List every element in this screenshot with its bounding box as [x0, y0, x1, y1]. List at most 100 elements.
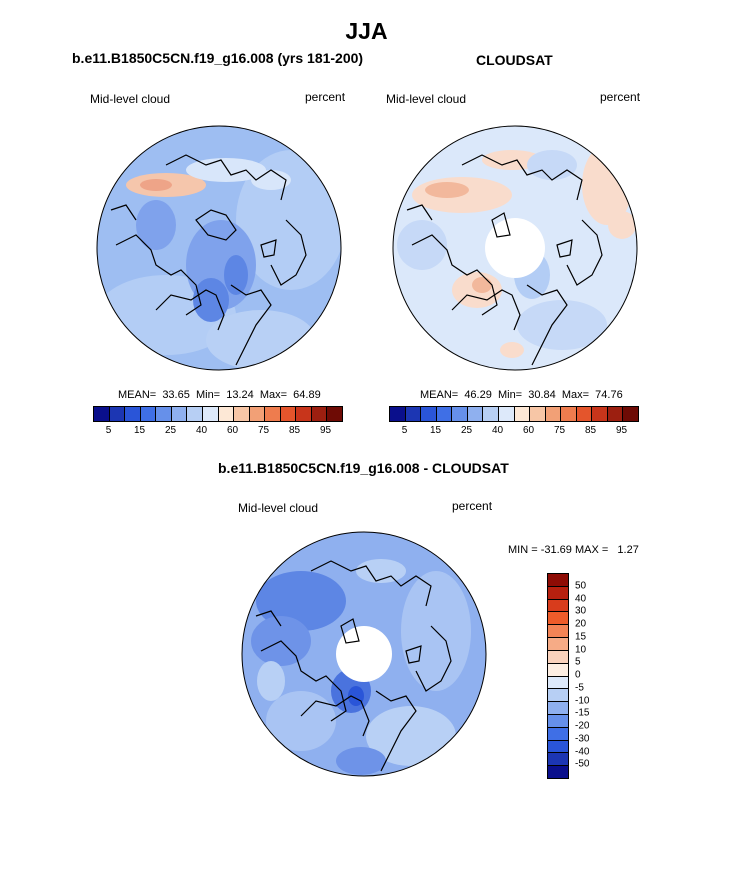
- colorbar-swatch: [498, 407, 515, 421]
- colorbar-tick-label: 5: [105, 425, 112, 436]
- colorbar-tick-label: 75: [553, 425, 566, 436]
- colorbar-tick-label: -40: [575, 746, 590, 757]
- colorbar-swatch: [530, 407, 546, 421]
- panel-2-stats: MEAN= 46.29 Min= 30.84 Max= 74.76: [420, 389, 623, 401]
- colorbar-swatch: [421, 407, 437, 421]
- colorbar-swatch: [171, 407, 188, 421]
- colorbar-swatch: [548, 702, 568, 715]
- panel-2-variable-label: Mid-level cloud: [386, 92, 467, 106]
- colorbar-tick-label: 25: [460, 425, 473, 436]
- colorbar-swatch: [94, 407, 110, 421]
- panel-3-title: b.e11.B1850C5CN.f19_g16.008 - CLOUDSAT: [218, 460, 509, 476]
- colorbar-swatch: [548, 689, 568, 703]
- colorbar-tick-label: 85: [288, 425, 301, 436]
- colorbar-swatch: [514, 407, 531, 421]
- colorbar-swatch: [548, 740, 568, 754]
- colorbar-swatch: [280, 407, 297, 421]
- figure-title: JJA: [345, 18, 388, 44]
- colorbar-swatch: [125, 407, 141, 421]
- colorbar-tick-label: -15: [575, 707, 590, 719]
- panel-2-title: CLOUDSAT: [476, 52, 553, 68]
- panel-3-colorbar-ticks: 50 40 30 20 15 10 5 0 -5 -10 -15 -20 -30 -40 -50: [575, 573, 605, 777]
- panel-1-title: b.e11.B1850C5CN.f19_g16.008 (yrs 181-200…: [72, 50, 364, 66]
- panel-1-units-label: percent: [305, 90, 346, 104]
- panel-3-polar-map: [241, 531, 487, 777]
- colorbar-swatch: [218, 407, 235, 421]
- colorbar-swatch: [202, 407, 219, 421]
- colorbar-tick-label: 95: [615, 425, 628, 436]
- colorbar-tick-label: 5: [575, 656, 581, 668]
- colorbar-swatch: [140, 407, 157, 421]
- panel-3-stats: MIN = -31.69 MAX = 1.27: [508, 544, 639, 556]
- colorbar-tick-label: -30: [575, 733, 590, 745]
- colorbar-swatch: [548, 663, 568, 677]
- colorbar-swatch: [234, 407, 250, 421]
- colorbar-swatch: [548, 638, 568, 651]
- colorbar-swatch: [452, 407, 468, 421]
- colorbar-swatch: [548, 714, 568, 728]
- panel-1-variable-label: Mid-level cloud: [90, 92, 171, 106]
- colorbar-tick-label: 60: [522, 425, 535, 436]
- colorbar-swatch: [548, 766, 568, 778]
- colorbar-swatch: [548, 753, 568, 767]
- panel-3-units-label: percent: [452, 499, 493, 513]
- colorbar-swatch: [296, 407, 312, 421]
- colorbar-swatch: [623, 407, 638, 421]
- colorbar-tick-label: -50: [575, 758, 590, 770]
- colorbar-swatch: [548, 676, 568, 690]
- colorbar-tick-label: 15: [575, 631, 587, 643]
- colorbar-tick-label: 25: [164, 425, 177, 436]
- colorbar-tick-label: 40: [491, 425, 504, 436]
- colorbar-swatch: [548, 599, 568, 613]
- colorbar-tick-label: 15: [133, 425, 146, 436]
- colorbar-swatch: [405, 407, 422, 421]
- colorbar-tick-label: 75: [257, 425, 270, 436]
- colorbar-swatch: [548, 650, 568, 664]
- colorbar-tick-label: 40: [575, 593, 587, 604]
- colorbar-swatch: [311, 407, 328, 421]
- colorbar-swatch: [548, 612, 568, 626]
- colorbar-swatch: [156, 407, 172, 421]
- colorbar-swatch: [187, 407, 203, 421]
- colorbar-swatch: [109, 407, 126, 421]
- colorbar-swatch: [561, 407, 577, 421]
- colorbar-tick-label: -5: [575, 682, 584, 694]
- colorbar-tick-label: -10: [575, 695, 590, 706]
- colorbar-swatch: [592, 407, 608, 421]
- colorbar-tick-label: 30: [575, 605, 587, 617]
- colorbar-tick-label: -20: [575, 720, 590, 732]
- colorbar-tick-label: 0: [575, 669, 581, 681]
- colorbar-swatch: [607, 407, 624, 421]
- panel-2-colorbar-ticks: 5 15 25 40 60 75 85 95: [389, 425, 637, 437]
- panel-1-colorbar-ticks: 5 15 25 40 60 75 85 95: [93, 425, 341, 437]
- colorbar-swatch: [436, 407, 453, 421]
- colorbar-swatch: [327, 407, 342, 421]
- colorbar-tick-label: 85: [584, 425, 597, 436]
- panel-1-colorbar: [93, 406, 343, 422]
- colorbar-tick-label: 10: [575, 644, 587, 655]
- colorbar-tick-label: 50: [575, 580, 587, 592]
- colorbar-swatch: [545, 407, 562, 421]
- panel-1-polar-map: [96, 125, 342, 371]
- colorbar-tick-label: 95: [319, 425, 332, 436]
- colorbar-swatch: [548, 727, 568, 741]
- colorbar-swatch: [483, 407, 499, 421]
- panel-2-colorbar: [389, 406, 639, 422]
- colorbar-swatch: [265, 407, 281, 421]
- panel-3-colorbar: [547, 573, 569, 779]
- panel-1-stats: MEAN= 33.65 Min= 13.24 Max= 64.89: [118, 389, 321, 401]
- colorbar-tick-label: 40: [195, 425, 208, 436]
- colorbar-swatch: [548, 625, 568, 639]
- colorbar-swatch: [548, 586, 568, 600]
- colorbar-tick-label: 15: [429, 425, 442, 436]
- colorbar-swatch: [390, 407, 406, 421]
- panel-2-polar-map: [392, 125, 638, 371]
- colorbar-swatch: [249, 407, 266, 421]
- panel-3-variable-label: Mid-level cloud: [238, 501, 319, 515]
- panel-2-units-label: percent: [600, 90, 641, 104]
- colorbar-swatch: [548, 574, 568, 587]
- colorbar-tick-label: 60: [226, 425, 239, 436]
- colorbar-swatch: [467, 407, 484, 421]
- colorbar-tick-label: 20: [575, 618, 587, 630]
- colorbar-tick-label: 5: [401, 425, 408, 436]
